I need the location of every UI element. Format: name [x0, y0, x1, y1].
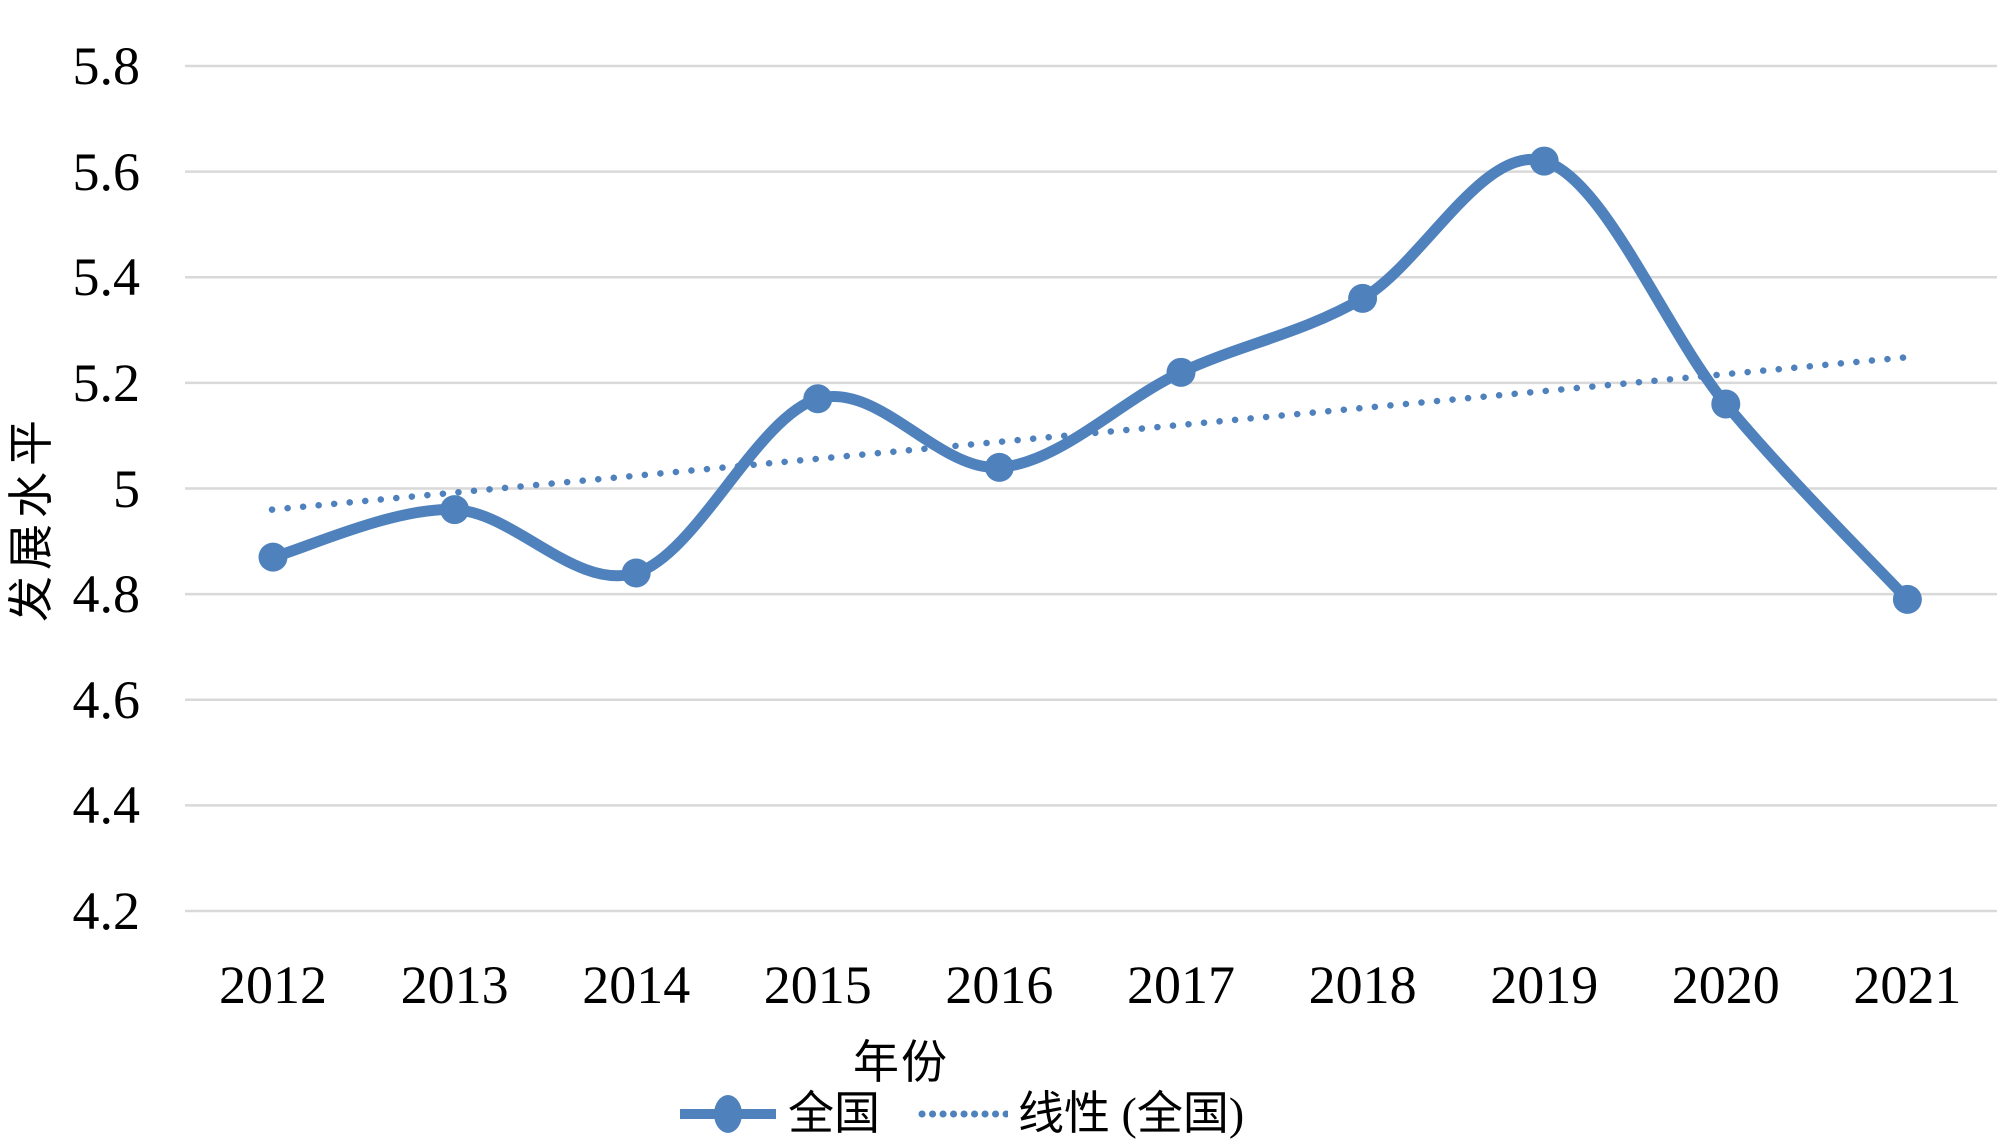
x-tick-label: 2013	[400, 955, 509, 1015]
gridlines	[185, 64, 1997, 913]
x-tick-label: 2015	[763, 955, 872, 1015]
x-tick-label: 2017	[1127, 955, 1235, 1015]
y-tick-label: 4.8	[72, 564, 141, 625]
data-point-marker	[1529, 146, 1559, 176]
x-tick-label: 2020	[1671, 955, 1780, 1015]
x-tick-label: 2012	[219, 955, 327, 1015]
y-tick-label: 4.6	[72, 669, 141, 730]
series-markers	[258, 146, 1922, 614]
trendline-dotted	[268, 353, 1919, 513]
dotted-line-swatch	[918, 1110, 1008, 1118]
x-tick-label: 2016	[945, 955, 1054, 1015]
legend-item-linear-national: 线性 (全国)	[918, 1086, 1244, 1142]
y-tick-label: 4.4	[72, 775, 141, 836]
data-point-marker	[440, 495, 470, 525]
y-tick-label: 5.4	[72, 247, 141, 308]
legend-label-linear-national: 线性 (全国)	[1018, 1088, 1245, 1139]
data-point-marker	[1892, 584, 1922, 614]
legend-item-national: 全国	[678, 1086, 880, 1142]
data-point-marker	[621, 558, 651, 588]
series-line-national	[267, 153, 1913, 605]
x-tick-label: 2021	[1853, 955, 1962, 1015]
data-point-marker	[1166, 357, 1196, 387]
data-point-marker	[258, 542, 288, 572]
y-tick-label: 5.2	[72, 352, 141, 413]
y-tick-label: 5.8	[72, 36, 141, 96]
data-point-marker	[1711, 389, 1741, 419]
solid-line-marker-swatch	[680, 1095, 776, 1133]
legend: 全国 线性 (全国)	[678, 1086, 1244, 1142]
x-tick-label: 2014	[582, 955, 691, 1015]
data-point-marker	[984, 452, 1014, 482]
legend-circle-marker	[714, 1095, 742, 1133]
data-point-marker	[803, 384, 833, 414]
x-tick-label: 2019	[1490, 955, 1599, 1015]
legend-label-national: 全国	[788, 1088, 880, 1139]
y-tick-label: 5.6	[72, 141, 141, 202]
x-axis-title: 年份	[853, 1037, 949, 1088]
x-tick-label: 2018	[1308, 955, 1417, 1015]
y-tick-label: 5	[113, 458, 140, 519]
data-point-marker	[1348, 283, 1378, 313]
y-tick-label: 4.2	[72, 881, 141, 941]
